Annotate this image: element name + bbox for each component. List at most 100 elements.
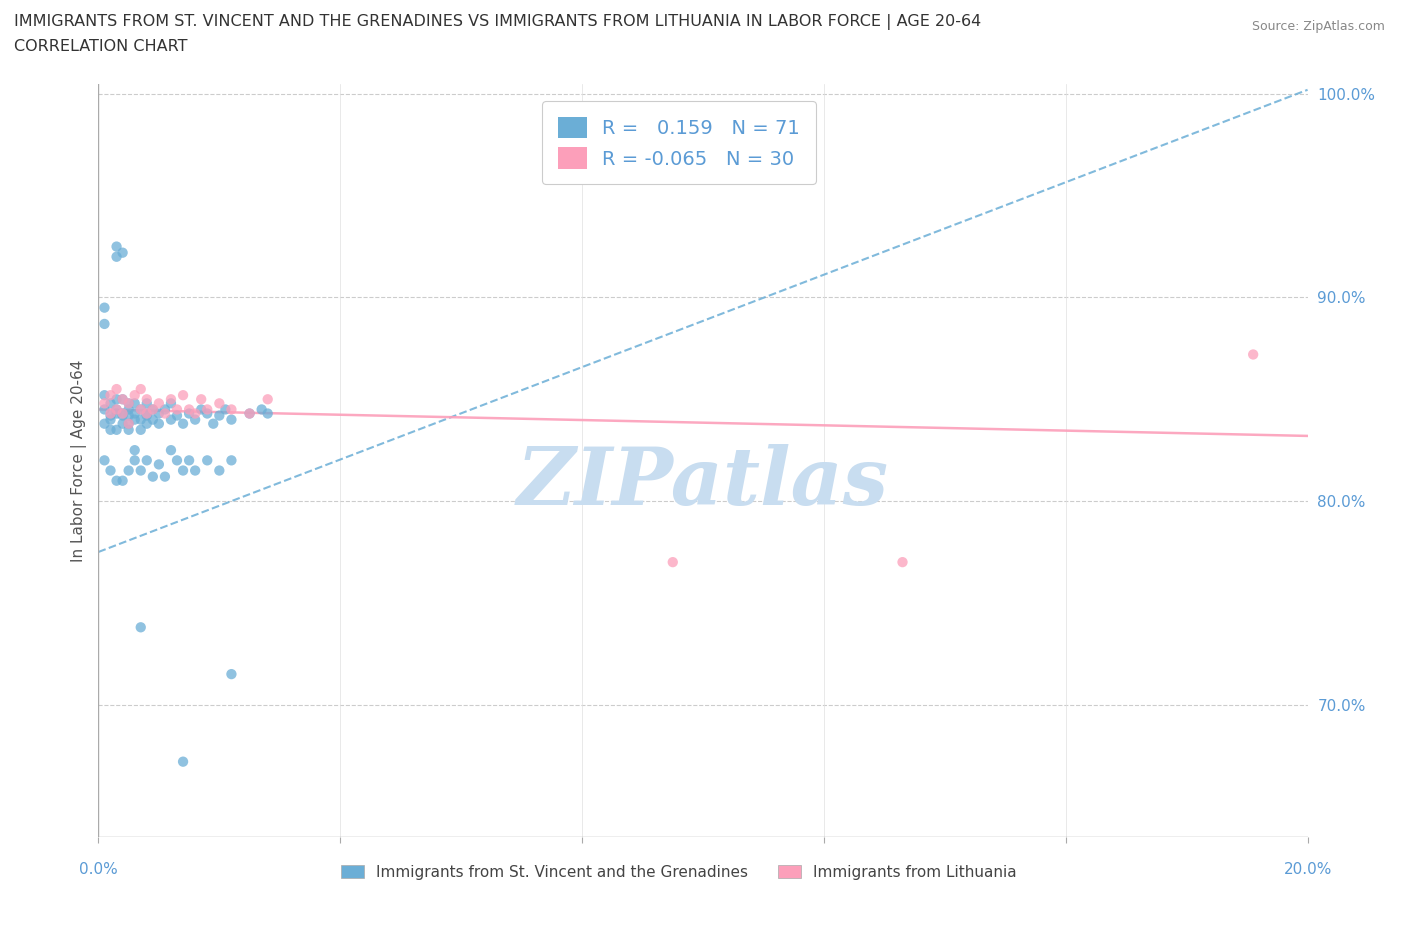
Point [124, 412, 146, 427]
Point [111, 406, 134, 421]
Point [129, 402, 152, 417]
Point [195, 453, 218, 468]
Point [118, 402, 141, 417]
Point [221, 667, 243, 682]
Point [129, 412, 152, 427]
Point [153, 402, 176, 417]
Point [256, 392, 278, 406]
Point [239, 406, 262, 421]
Point [124, 396, 146, 411]
Point [135, 406, 157, 421]
Point [100, 422, 122, 437]
Point [124, 406, 146, 421]
Text: 20.0%: 20.0% [1284, 862, 1331, 877]
Point [172, 388, 194, 403]
Point [160, 412, 183, 427]
Point [179, 453, 201, 468]
Point [891, 554, 914, 569]
Point [190, 402, 212, 417]
Point [105, 422, 128, 437]
Point [105, 406, 128, 421]
Point [179, 406, 201, 421]
Point [135, 453, 157, 468]
Point [118, 408, 141, 423]
Point [93, 300, 115, 315]
Point [148, 417, 170, 432]
Point [221, 402, 243, 417]
Point [148, 396, 170, 411]
Point [172, 463, 194, 478]
Point [129, 402, 152, 417]
Point [93, 402, 115, 417]
Point [179, 402, 201, 417]
Point [1241, 347, 1264, 362]
Point [256, 406, 278, 421]
Legend: Immigrants from St. Vincent and the Grenadines, Immigrants from Lithuania: Immigrants from St. Vincent and the Gren… [335, 858, 1024, 886]
Point [118, 396, 141, 411]
Point [124, 443, 146, 458]
Point [148, 406, 170, 421]
Point [135, 417, 157, 432]
Point [195, 406, 218, 421]
Point [105, 402, 128, 417]
Point [105, 249, 128, 264]
Point [118, 417, 141, 432]
Point [105, 381, 128, 396]
Point [118, 422, 141, 437]
Point [172, 417, 194, 432]
Point [100, 463, 122, 478]
Point [118, 463, 141, 478]
Y-axis label: In Labor Force | Age 20-64: In Labor Force | Age 20-64 [72, 359, 87, 562]
Point [118, 396, 141, 411]
Point [124, 453, 146, 468]
Point [172, 754, 194, 769]
Point [148, 457, 170, 472]
Point [100, 388, 122, 403]
Point [166, 453, 188, 468]
Point [239, 406, 262, 421]
Point [129, 463, 152, 478]
Point [100, 412, 122, 427]
Point [160, 396, 183, 411]
Point [208, 396, 231, 411]
Point [160, 443, 183, 458]
Point [93, 453, 115, 468]
Point [135, 392, 157, 406]
Text: ZIPatlas: ZIPatlas [517, 445, 889, 522]
Point [190, 392, 212, 406]
Point [111, 417, 134, 432]
Point [166, 402, 188, 417]
Point [135, 396, 157, 411]
Point [105, 392, 128, 406]
Point [100, 406, 122, 421]
Point [214, 402, 236, 417]
Point [142, 402, 165, 417]
Point [111, 473, 134, 488]
Point [208, 463, 231, 478]
Text: IMMIGRANTS FROM ST. VINCENT AND THE GRENADINES VS IMMIGRANTS FROM LITHUANIA IN L: IMMIGRANTS FROM ST. VINCENT AND THE GREN… [14, 14, 981, 30]
Point [93, 417, 115, 432]
Point [93, 388, 115, 403]
Point [153, 406, 176, 421]
Point [202, 417, 225, 432]
Point [93, 396, 115, 411]
Point [111, 392, 134, 406]
Point [221, 412, 243, 427]
Point [142, 470, 165, 485]
Text: 0.0%: 0.0% [79, 862, 118, 877]
Point [184, 412, 207, 427]
Point [153, 470, 176, 485]
Point [129, 620, 152, 635]
Point [142, 412, 165, 427]
Point [105, 402, 128, 417]
Point [111, 246, 134, 260]
Point [129, 381, 152, 396]
Point [105, 239, 128, 254]
Point [135, 408, 157, 423]
Point [195, 402, 218, 417]
Point [100, 396, 122, 411]
Text: Source: ZipAtlas.com: Source: ZipAtlas.com [1251, 20, 1385, 33]
Point [184, 463, 207, 478]
Point [118, 417, 141, 432]
Point [250, 402, 273, 417]
